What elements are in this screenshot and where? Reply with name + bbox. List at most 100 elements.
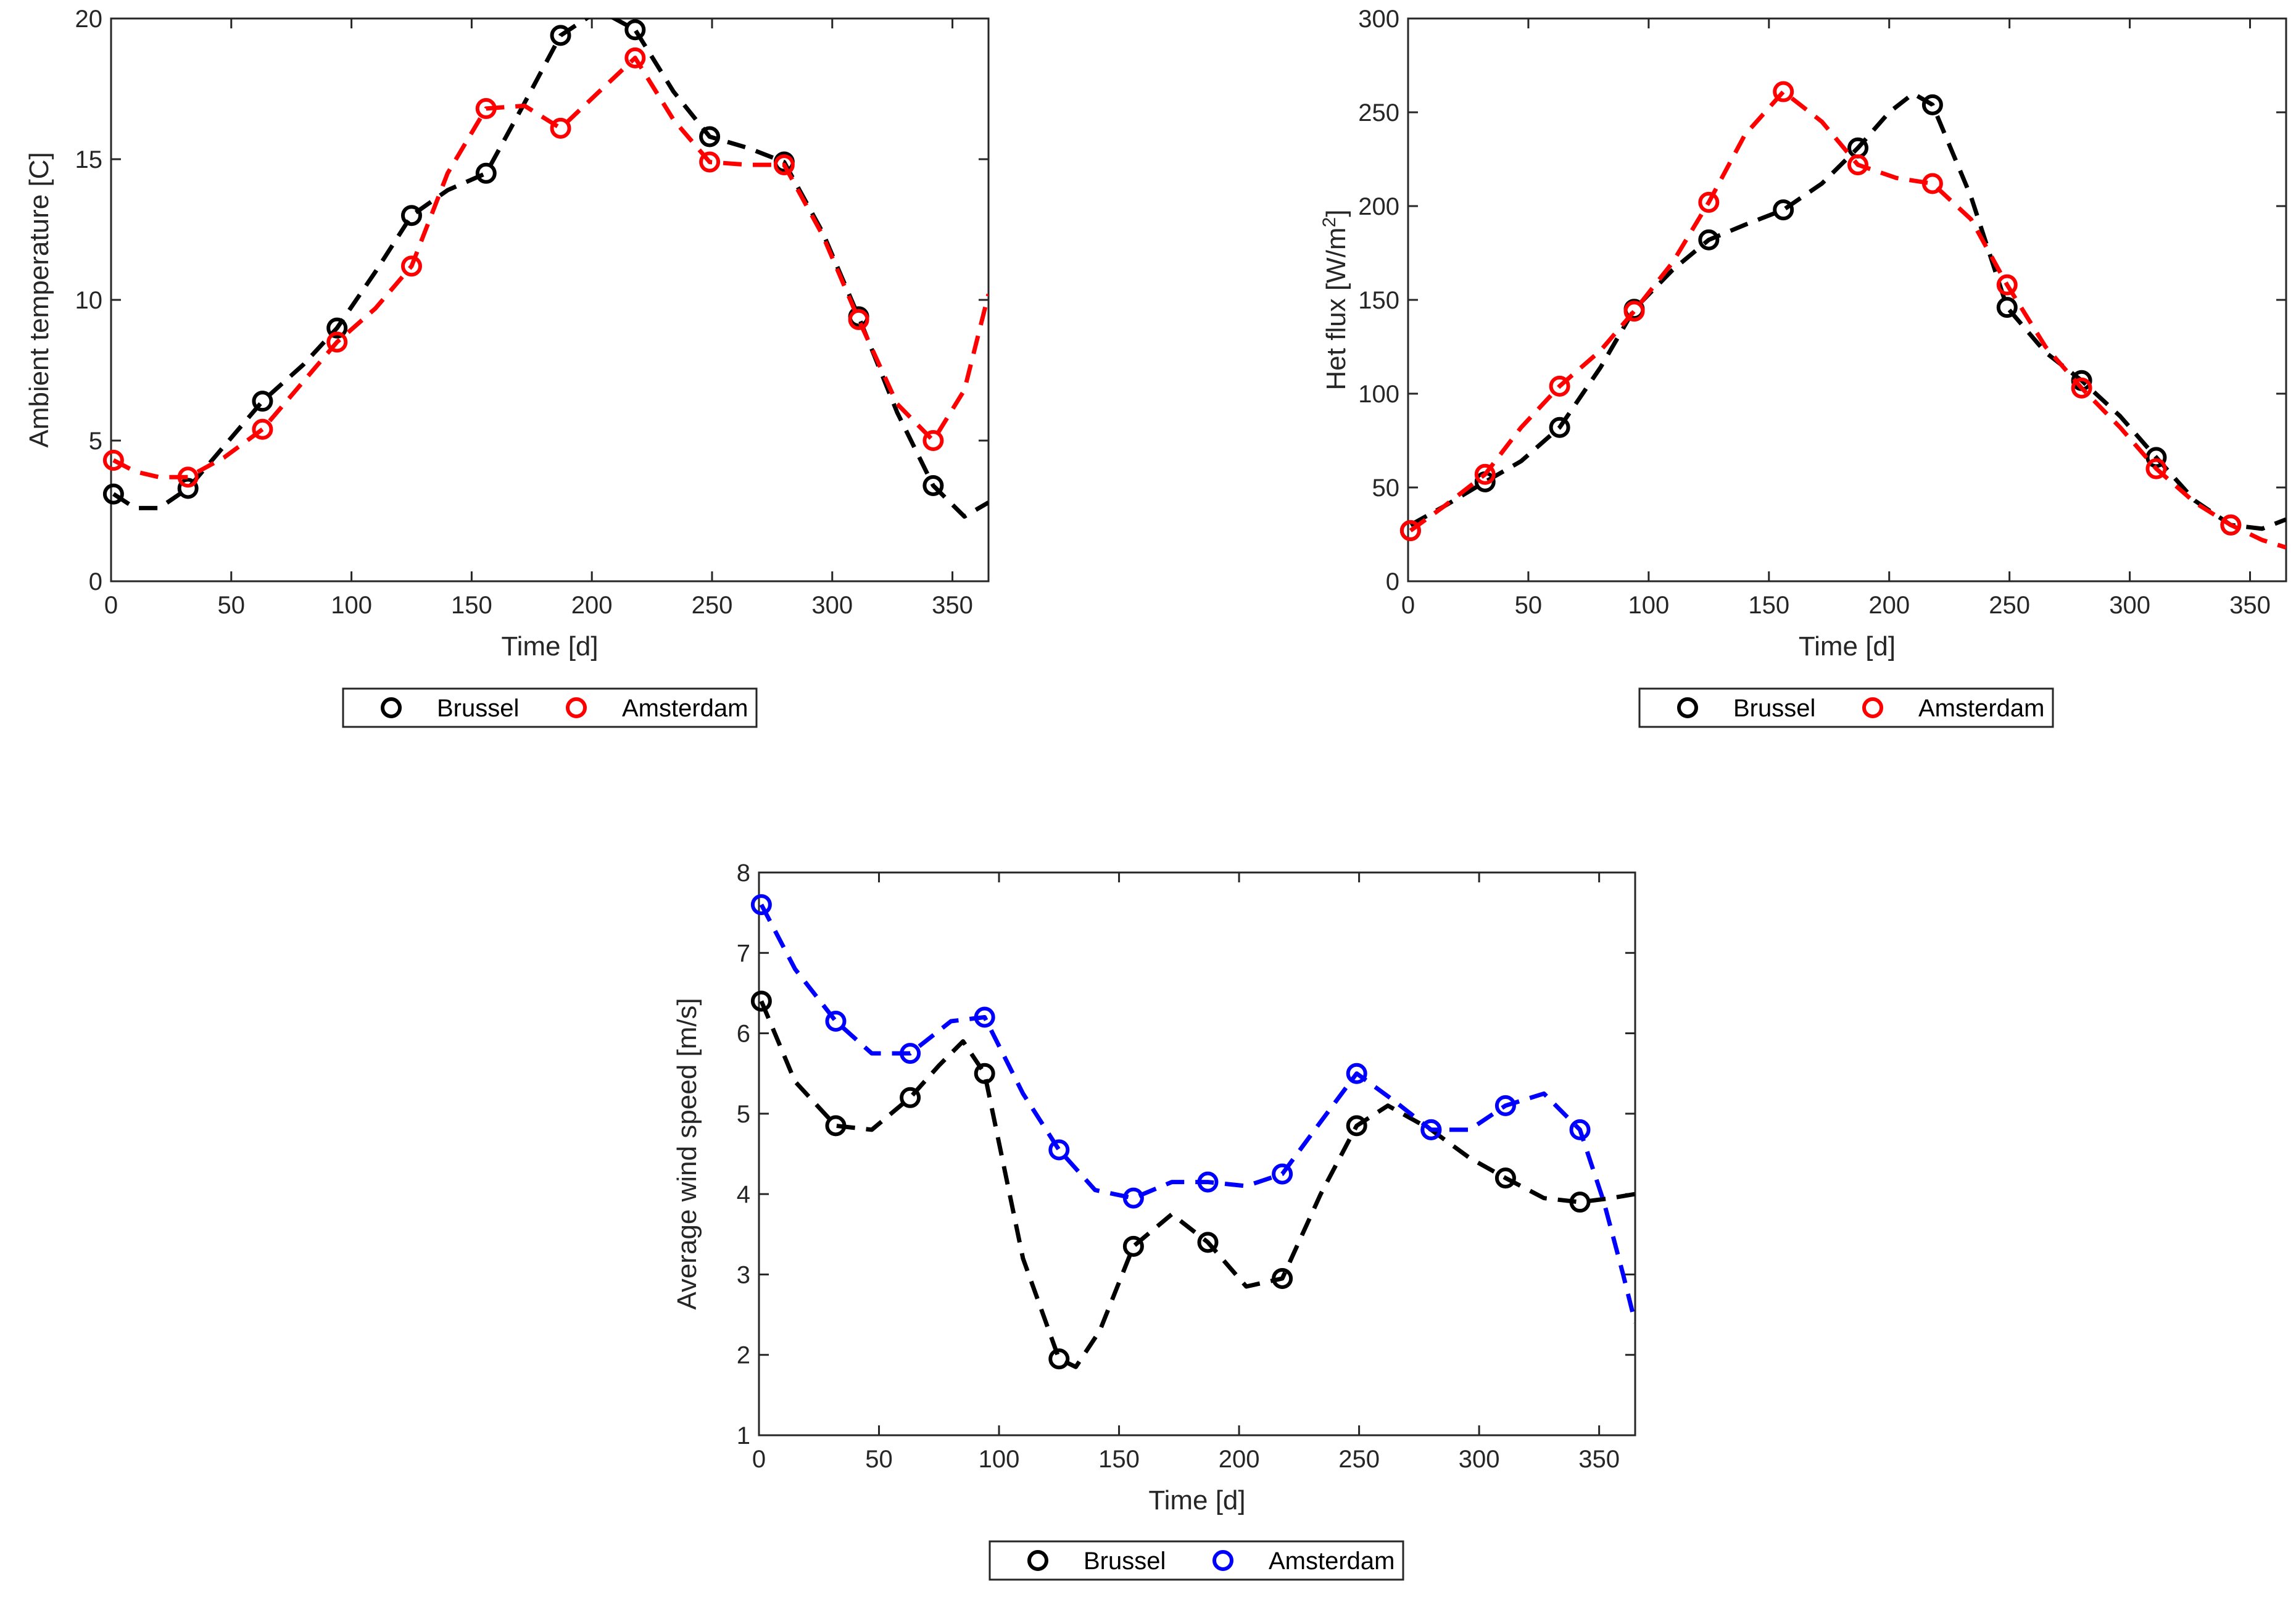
- x-tick-label: 350: [1578, 1446, 1620, 1473]
- legend-box: [342, 687, 758, 728]
- y-tick-label: 0: [89, 568, 102, 595]
- x-tick-label: 250: [1338, 1446, 1380, 1473]
- data-point: [1921, 94, 1943, 115]
- y-tick-label: 200: [1358, 193, 1399, 220]
- data-point: [1474, 463, 1496, 485]
- series-line: [759, 903, 1635, 1324]
- y-axis-label: Average wind speed [m/s]: [672, 998, 702, 1309]
- data-point: [1048, 1348, 1070, 1370]
- data-point: [1698, 191, 1720, 213]
- x-tick-label: 100: [979, 1446, 1020, 1473]
- legend-label: Brussel: [1084, 1548, 1166, 1575]
- x-tick-label: 300: [811, 592, 853, 619]
- x-tick-label: 0: [1401, 592, 1415, 619]
- data-point: [1623, 301, 1645, 322]
- x-axis-label: Time [d]: [1148, 1485, 1245, 1515]
- data-point: [1569, 1119, 1591, 1140]
- data-point: [1197, 1232, 1219, 1253]
- data-point: [326, 317, 348, 339]
- x-tick-label: 150: [1098, 1446, 1140, 1473]
- data-point: [400, 205, 422, 226]
- legend-label: Brussel: [1733, 695, 1815, 722]
- plot-area: [110, 17, 990, 582]
- data-point: [252, 418, 273, 440]
- data-point: [848, 309, 869, 330]
- series-line: [1409, 89, 2286, 550]
- data-point: [1122, 1187, 1144, 1209]
- data-point: [1346, 1063, 1367, 1084]
- x-tick-label: 100: [331, 592, 372, 619]
- x-axis-label: Time [d]: [1799, 631, 1896, 661]
- data-point: [1197, 1171, 1219, 1193]
- legend-label: Amsterdam: [1918, 695, 2045, 722]
- data-point: [1996, 297, 2018, 318]
- y-tick-label: 100: [1358, 381, 1399, 408]
- y-tick-label: 20: [75, 6, 103, 33]
- chart-panel-3: 0 50 100 150 200 250 300 350 1 2 3 4 5 6 7 8 Time [d] Ave…: [672, 860, 1636, 1581]
- data-point: [550, 117, 571, 139]
- y-tick-label: 300: [1358, 6, 1399, 33]
- data-point: [2145, 458, 2167, 479]
- legend-marker: [1677, 697, 1698, 718]
- legend-marker: [1027, 1550, 1048, 1571]
- legend-label: Amsterdam: [1269, 1548, 1395, 1575]
- data-point: [900, 1087, 921, 1108]
- plot-area: [1407, 17, 2287, 582]
- data-point: [1272, 1163, 1293, 1185]
- data-point: [825, 1115, 847, 1137]
- data-point: [1773, 81, 1794, 102]
- y-axis-label: Het flux [W/m2]: [1319, 210, 1352, 391]
- x-tick-label: 300: [1459, 1446, 1500, 1473]
- data-point: [550, 25, 571, 46]
- x-tick-label: 250: [692, 592, 733, 619]
- data-point: [2220, 514, 2242, 536]
- y-tick-label: 8: [737, 860, 750, 887]
- y-tick-label: 3: [737, 1261, 750, 1288]
- data-point: [1420, 1119, 1442, 1140]
- data-point: [1996, 274, 2018, 296]
- data-point: [974, 1063, 995, 1084]
- legend-box: [988, 1540, 1404, 1581]
- x-axis-label: Time [d]: [501, 631, 598, 661]
- data-point: [900, 1043, 921, 1064]
- data-point: [1549, 375, 1570, 397]
- y-tick-label: 4: [737, 1181, 750, 1208]
- data-point: [750, 894, 772, 916]
- x-tick-label: 350: [932, 592, 973, 619]
- legend-label: Amsterdam: [622, 695, 748, 722]
- data-point: [1048, 1139, 1070, 1161]
- data-point: [102, 449, 124, 471]
- data-point: [177, 478, 199, 499]
- series-amsterdam: [750, 894, 1635, 1324]
- x-tick-label: 0: [104, 592, 118, 619]
- x-tick-label: 100: [1628, 592, 1669, 619]
- legend-label: Brussel: [437, 695, 519, 722]
- y-tick-label: 2: [737, 1342, 750, 1369]
- series-amsterdam: [102, 47, 988, 488]
- data-point: [1773, 199, 1794, 221]
- legend: Brussel Amsterdam: [342, 687, 758, 728]
- chart-panel-2: 0 50 100 150 200 250 300 350 0 50 100 150 200 250 300 T…: [1319, 6, 2287, 728]
- y-tick-label: 1: [737, 1422, 750, 1449]
- data-point: [102, 483, 124, 505]
- series-line: [1409, 91, 2286, 531]
- y-tick-label: 150: [1358, 287, 1399, 314]
- x-tick-label: 200: [1219, 1446, 1260, 1473]
- data-point: [1921, 173, 1943, 194]
- series-amsterdam: [1399, 81, 2286, 550]
- data-point: [475, 162, 497, 184]
- data-point: [699, 126, 721, 147]
- x-tick-label: 300: [2109, 592, 2150, 619]
- data-point: [1847, 154, 1869, 176]
- data-point: [252, 391, 273, 412]
- data-point: [177, 466, 199, 488]
- x-tick-label: 350: [2229, 592, 2271, 619]
- data-point: [1494, 1095, 1516, 1116]
- y-tick-label: 50: [1372, 475, 1400, 502]
- data-point: [624, 47, 646, 68]
- legend-marker: [1862, 697, 1883, 718]
- x-tick-label: 0: [752, 1446, 766, 1473]
- y-tick-label: 250: [1358, 99, 1399, 126]
- series-line: [112, 56, 988, 479]
